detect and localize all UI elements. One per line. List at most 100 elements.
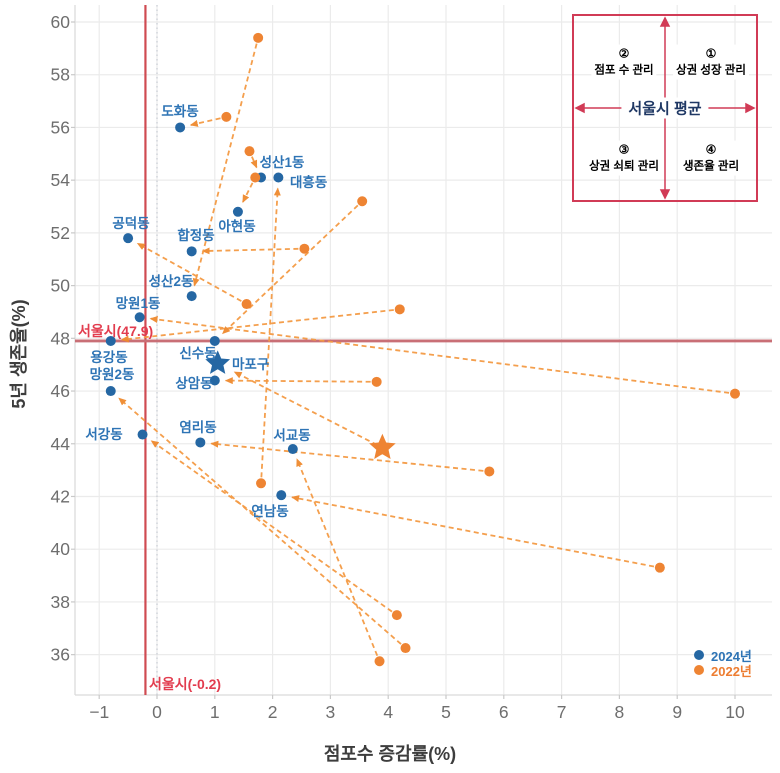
seoul-avg-survival-label: 서울시(47.9)	[78, 323, 154, 339]
point-2024-연남동[interactable]	[276, 490, 287, 501]
connector-마포구	[233, 371, 378, 446]
label-서강동: 서강동	[85, 426, 122, 442]
label-염리동: 염리동	[179, 420, 216, 435]
label-연남동: 연남동	[251, 503, 288, 519]
label-공덕동: 공덕동	[112, 215, 149, 231]
point-2022-망원2동[interactable]	[400, 643, 411, 654]
point-2022-신수동[interactable]	[357, 196, 368, 207]
point-2024-망원1동[interactable]	[134, 312, 145, 323]
axes	[71, 5, 772, 699]
point-2024-서강동[interactable]	[137, 429, 148, 440]
x-tick-label: 6	[499, 702, 509, 722]
connector-합정동	[201, 247, 299, 255]
point-2022-서강동[interactable]	[391, 610, 402, 621]
y-tick-label: 40	[51, 539, 71, 559]
point-2024-공덕동[interactable]	[123, 233, 134, 244]
point-2022-망원1동[interactable]	[730, 388, 740, 399]
quadrant-4-number: ④	[705, 142, 717, 157]
point-2022-star-마포구[interactable]	[369, 433, 396, 459]
seoul-avg-change-label: 서울시(-0.2)	[149, 676, 222, 692]
quadrant-4-text: 생존율 관리	[682, 160, 740, 173]
quadrant-box-title: 서울시 평균	[621, 97, 709, 119]
connector-성산2동	[192, 43, 258, 287]
connector-상암동	[224, 377, 371, 385]
label-마포구: 마포구	[232, 357, 269, 372]
point-2022-연남동[interactable]	[654, 562, 665, 573]
y-tick-label: 54	[51, 170, 71, 190]
y-tick-label: 44	[51, 434, 71, 454]
y-tick-label: 52	[51, 223, 70, 243]
legend-item-2024[interactable]: 2024년	[694, 648, 752, 664]
quadrant-3-number: ③	[618, 142, 630, 157]
point-2024-망원2동[interactable]	[105, 386, 116, 397]
label-도화동: 도화동	[161, 104, 198, 119]
point-2024-합정동[interactable]	[186, 246, 197, 257]
quadrant-2-number: ②	[618, 46, 630, 61]
x-tick-label: 7	[557, 702, 567, 722]
point-2022-합정동[interactable]	[299, 243, 310, 254]
point-2024-상암동[interactable]	[209, 375, 220, 386]
x-tick-label: 10	[725, 702, 745, 722]
connector-염리동	[210, 440, 484, 472]
data-points	[105, 32, 740, 667]
point-2022-도화동[interactable]	[221, 111, 232, 122]
point-2024-서교동[interactable]	[287, 444, 298, 455]
connector-서강동	[150, 440, 393, 613]
point-2022-공덕동[interactable]	[241, 299, 252, 310]
connector-용강동	[120, 309, 394, 343]
label-아현동: 아현동	[218, 218, 255, 234]
y-tick-label: 48	[51, 328, 70, 348]
point-2024-대흥동[interactable]	[273, 172, 284, 183]
point-2024-염리동[interactable]	[195, 437, 206, 448]
connector-대흥동	[260, 187, 281, 478]
y-tick-label: 56	[51, 117, 70, 137]
legend-label-2024: 2024년	[711, 648, 752, 664]
point-2022-아현동[interactable]	[250, 172, 261, 183]
gridlines	[75, 5, 772, 695]
connector-성산1동	[250, 156, 258, 169]
point-2022-성산2동[interactable]	[253, 32, 264, 43]
connector-서교동	[296, 458, 379, 657]
point-2024-성산2동[interactable]	[186, 291, 197, 302]
label-신수동: 신수동	[179, 346, 216, 361]
y-tick-label: 50	[51, 276, 71, 296]
label-합정동: 합정동	[177, 227, 214, 243]
point-2024-도화동[interactable]	[175, 122, 186, 133]
x-axis-title: 점포수 증감률(%)	[323, 744, 457, 764]
point-2024-아현동[interactable]	[232, 206, 243, 217]
label-상암동: 상암동	[175, 376, 212, 391]
point-2024-star-마포구[interactable]	[205, 350, 231, 374]
label-성산2동: 성산2동	[149, 273, 194, 289]
x-tick-label: 3	[326, 702, 336, 722]
connector-망원2동	[118, 397, 402, 645]
x-tick-label: 5	[441, 702, 451, 722]
legend-item-2022[interactable]: 2022년	[694, 663, 752, 679]
y-axis-title: 5년 생존율(%)	[9, 299, 29, 409]
label-용강동: 용강동	[90, 349, 127, 365]
quadrant-guide-box: ② 점포 수 관리 ① 상권 성장 관리 ③ 상권 쇠퇴 관리 ④ 생존율 관리…	[572, 14, 758, 202]
y-tick-label: 60	[51, 12, 71, 32]
quadrant-1-number: ①	[705, 46, 717, 61]
year-connectors	[118, 43, 730, 657]
quadrant-3-label: ③ 상권 쇠퇴 관리	[586, 140, 662, 176]
point-2022-서교동[interactable]	[374, 656, 385, 667]
point-2022-성산1동[interactable]	[244, 146, 255, 157]
point-2022-상암동[interactable]	[371, 376, 382, 387]
label-망원2동: 망원2동	[90, 366, 135, 382]
point-2022-염리동[interactable]	[484, 466, 495, 477]
label-서교동: 서교동	[273, 428, 310, 443]
quadrant-1-label: ① 상권 성장 관리	[673, 44, 749, 80]
legend-dot-2022	[694, 665, 704, 675]
y-tick-label: 42	[51, 486, 70, 506]
y-tick-label: 58	[51, 65, 70, 85]
point-2022-용강동[interactable]	[394, 304, 405, 315]
x-tick-labels: −1 0 1 2 3 4 5 6 7 8 9 10	[89, 702, 745, 722]
point-2022-대흥동[interactable]	[256, 478, 267, 489]
y-tick-label: 38	[51, 592, 70, 612]
point-2024-신수동[interactable]	[209, 335, 220, 346]
legend-label-2022: 2022년	[711, 663, 752, 679]
point-2024-용강동[interactable]	[105, 335, 116, 346]
x-tick-label: 8	[615, 702, 625, 722]
quadrant-1-text: 상권 성장 관리	[676, 64, 746, 77]
